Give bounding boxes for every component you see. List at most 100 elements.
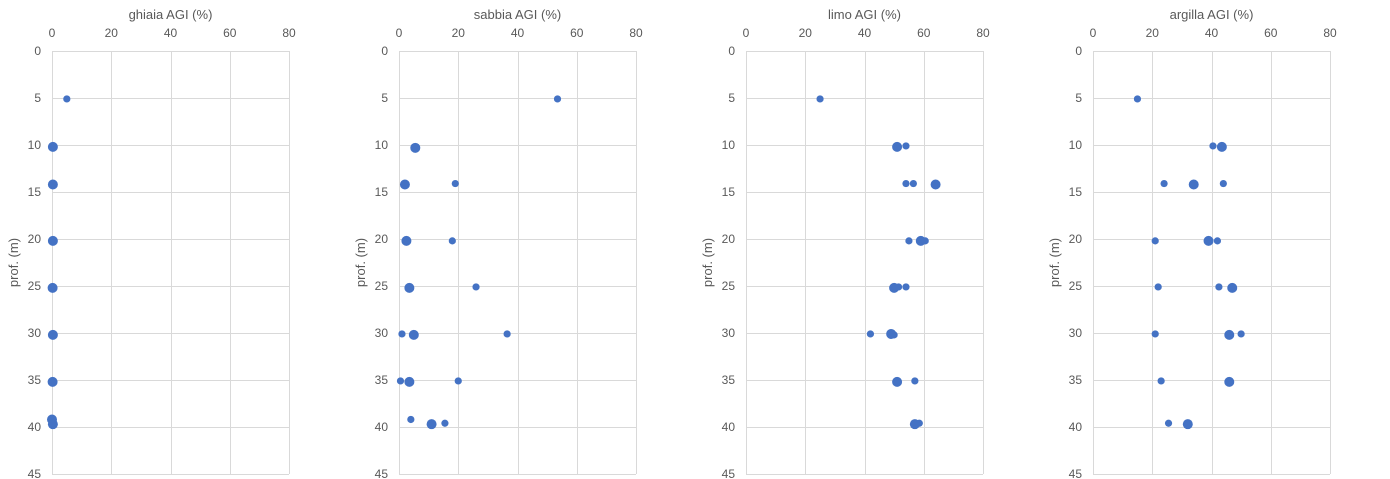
chart-2-point	[866, 330, 875, 338]
chart-0-point	[47, 329, 58, 340]
chart-1-point	[448, 237, 456, 245]
chart-3-title: argilla AGI (%)	[1170, 7, 1254, 22]
chart-1-ylabel: prof. (m)	[353, 238, 368, 287]
chart-3-xtick: 0	[1090, 26, 1097, 40]
chart-1-point	[503, 330, 511, 338]
chart-3-ytick: 5	[1075, 91, 1082, 105]
chart-1-xtick: 0	[396, 26, 403, 40]
chart-2-point	[902, 283, 910, 291]
chart-0-ytick: 25	[28, 279, 42, 293]
chart-sabbia: sabbia AGI (%) prof. (m) 0 20 40 60 80 0 5 10 15 20…	[353, 7, 643, 479]
chart-2-ylabel: prof. (m)	[700, 238, 715, 287]
chart-ghiaia: ghiaia AGI (%) prof. (m) 0 20 40 60 80 0 5 10 15 20…	[6, 7, 296, 479]
chart-3-point	[1237, 330, 1245, 338]
chart-2-ytick: 35	[722, 373, 736, 387]
chart-1-point	[553, 95, 562, 103]
chart-0-point	[47, 235, 58, 246]
chart-2-ytick: 25	[722, 279, 736, 293]
chart-2-ytick: 10	[722, 138, 736, 152]
chart-1-point	[451, 179, 459, 188]
chart-3-point	[1224, 329, 1235, 340]
chart-1-point	[399, 179, 410, 190]
chart-2-point	[902, 142, 910, 150]
chart-3-point	[1188, 179, 1199, 190]
chart-3-xtick: 20	[1146, 26, 1160, 40]
chart-2-xtick: 60	[917, 26, 931, 40]
chart-1-ytick: 10	[375, 138, 389, 152]
chart-2-ytick: 20	[722, 232, 736, 246]
chart-0-ytick: 15	[28, 185, 42, 199]
chart-3-ytick: 15	[1069, 185, 1083, 199]
chart-3-ytick: 40	[1069, 420, 1083, 434]
chart-0-ytick: 10	[28, 138, 42, 152]
chart-2-xtick: 40	[858, 26, 872, 40]
chart-3-point	[1209, 142, 1217, 150]
chart-1-ytick: 30	[375, 326, 389, 340]
chart-0-ytick: 35	[28, 373, 42, 387]
chart-0-xtick: 40	[164, 26, 178, 40]
chart-2-ytick: 40	[722, 420, 736, 434]
chart-limo: limo AGI (%) prof. (m) 0 20 40 60 80 0 5 10 15 20 25…	[700, 7, 990, 479]
chart-2-ytick: 45	[722, 467, 736, 479]
chart-1-point	[441, 419, 449, 427]
chart-0-xtick: 0	[49, 26, 56, 40]
chart-0-ytick: 20	[28, 232, 42, 246]
chart-1-ytick: 40	[375, 420, 389, 434]
chart-0-point	[47, 282, 58, 293]
chart-0-ytick: 0	[34, 44, 41, 58]
chart-1-ytick: 35	[375, 373, 389, 387]
chart-3-point	[1227, 282, 1238, 293]
chart-3-xtick: 60	[1264, 26, 1278, 40]
chart-2-ytick: 15	[722, 185, 736, 199]
chart-0-title: ghiaia AGI (%)	[129, 7, 213, 22]
chart-1-point	[396, 377, 405, 385]
chart-1-ytick: 5	[381, 91, 388, 105]
chart-3-point	[1151, 330, 1159, 338]
chart-1-xtick: 40	[511, 26, 525, 40]
chart-2-ytick: 0	[728, 44, 735, 58]
chart-3-point	[1157, 377, 1165, 385]
chart-0-point	[47, 419, 58, 430]
chart-0-ylabel: prof. (m)	[6, 238, 21, 287]
chart-0-point	[47, 179, 58, 190]
chart-3-ytick: 20	[1069, 232, 1083, 246]
chart-3-point	[1203, 235, 1214, 246]
chart-1-title: sabbia AGI (%)	[474, 7, 561, 22]
chart-0-ytick: 40	[28, 420, 42, 434]
chart-3-point	[1133, 95, 1142, 103]
chart-3-point	[1182, 419, 1193, 430]
chart-3-point	[1151, 237, 1159, 245]
chart-2-point	[915, 419, 923, 427]
chart-3-ylabel: prof. (m)	[1047, 238, 1062, 287]
chart-3-ytick: 45	[1069, 467, 1083, 479]
chart-3-xtick: 80	[1323, 26, 1337, 40]
chart-1-point	[426, 419, 437, 430]
chart-0-ytick: 30	[28, 326, 42, 340]
chart-2-point	[921, 237, 929, 245]
chart-2-xtick: 20	[799, 26, 813, 40]
chart-argilla: argilla AGI (%) prof. (m) 0 20 40 60 80 0 5 10 15 2…	[1047, 7, 1337, 479]
chart-1-point	[401, 235, 412, 246]
chart-2-point	[909, 179, 917, 188]
chart-1-point	[472, 283, 480, 291]
chart-1-xtick: 80	[629, 26, 643, 40]
chart-3-ytick: 0	[1075, 44, 1082, 58]
chart-2-point	[894, 283, 903, 291]
chart-3-ytick: 25	[1069, 279, 1083, 293]
chart-0-point	[47, 376, 58, 387]
chart-2-xtick: 80	[976, 26, 990, 40]
chart-3-point	[1216, 141, 1227, 152]
chart-1-point	[398, 330, 406, 338]
chart-2-ytick: 5	[728, 91, 735, 105]
chart-0-point	[47, 141, 58, 152]
chart-2-title: limo AGI (%)	[828, 7, 901, 22]
chart-1-ytick: 45	[375, 467, 389, 479]
chart-0-ytick: 5	[34, 91, 41, 105]
chart-3-point	[1160, 179, 1168, 188]
chart-2-ytick: 30	[722, 326, 736, 340]
chart-0-xtick: 20	[105, 26, 119, 40]
chart-3-point	[1213, 237, 1222, 245]
chart-3-ytick: 30	[1069, 326, 1083, 340]
chart-3-point	[1224, 376, 1235, 387]
